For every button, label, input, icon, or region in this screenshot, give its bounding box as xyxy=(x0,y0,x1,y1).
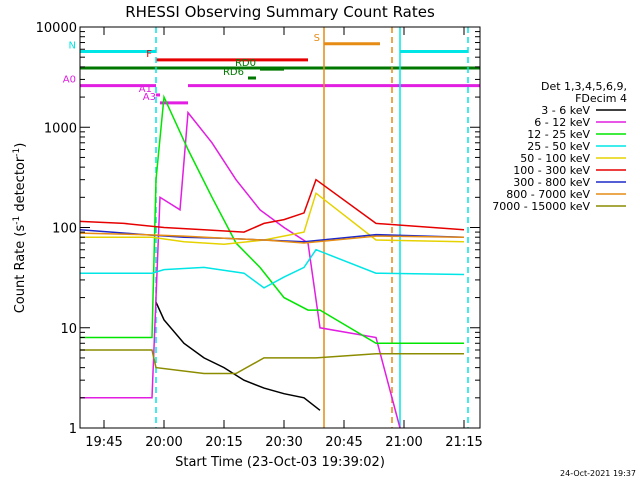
x-tick-label-0: 19:45 xyxy=(85,435,122,450)
series-line-1 xyxy=(80,110,401,429)
x-tick-label-1: 20:00 xyxy=(145,435,182,450)
flag-label-6: A0 xyxy=(63,75,76,86)
series-line-3 xyxy=(80,248,465,289)
series-line-0 xyxy=(155,301,321,411)
flag-label-1: S xyxy=(314,33,320,44)
y-tick-label-2: 100 xyxy=(52,222,77,237)
x-tick-label-3: 20:30 xyxy=(265,435,302,450)
y-tick-label-0: 1 xyxy=(69,422,77,437)
flag-label-7: A1 xyxy=(139,84,152,95)
series-line-2 xyxy=(80,94,464,345)
y-axis-label: Count Rate (s-1 detector-1) xyxy=(12,143,28,314)
flag-label-5: RD6 xyxy=(223,67,244,78)
legend-label-0: 3 - 6 keV xyxy=(541,104,590,117)
series-line-5 xyxy=(79,178,465,233)
vertical-markers xyxy=(155,27,469,428)
legend-label-7: 800 - 7000 keV xyxy=(506,188,590,201)
series-lines xyxy=(79,94,465,429)
legend-label-1: 6 - 12 keV xyxy=(534,116,590,129)
x-tick-label-2: 20:15 xyxy=(205,435,242,450)
legend-label-5: 100 - 300 keV xyxy=(513,164,590,177)
legend-label-6: 300 - 800 keV xyxy=(513,176,590,189)
legend-label-4: 50 - 100 keV xyxy=(520,152,590,165)
series-line-7 xyxy=(79,232,465,244)
x-tick-label-4: 20:45 xyxy=(325,435,362,450)
date-stamp: 24-Oct-2021 19:37 xyxy=(560,469,636,478)
flag-label-0: N xyxy=(69,40,76,51)
y-tick-label-4: 10000 xyxy=(36,21,77,36)
x-axis-label: Start Time (23-Oct-03 19:39:02) xyxy=(175,455,385,470)
axes: 19:45 20:00 20:15 20:30 20:45 21:00 21:15 1 10 10… xyxy=(36,21,483,450)
y-tick-label-3: 1000 xyxy=(44,121,77,136)
legend-label-3: 25 - 50 keV xyxy=(527,140,590,153)
series-line-8 xyxy=(80,349,464,375)
legend-label-8: 7000 - 15000 keV xyxy=(492,200,590,213)
x-tick-label-5: 21:00 xyxy=(385,435,422,450)
legend-title-line-2: FDecim 4 xyxy=(575,92,627,105)
y-tick-label-1: 10 xyxy=(60,322,77,337)
flag-label-8: A3 xyxy=(143,92,156,103)
flag-label-4: RD0 xyxy=(235,58,256,69)
chart-title: RHESSI Observing Summary Count Rates xyxy=(125,3,435,21)
flag-label-2: F xyxy=(146,49,152,60)
x-tick-label-6: 21:15 xyxy=(445,435,482,450)
legend-label-2: 12 - 25 keV xyxy=(527,128,590,141)
legend-title-line-1: Det 1,3,4,5,6,9, xyxy=(541,80,627,93)
